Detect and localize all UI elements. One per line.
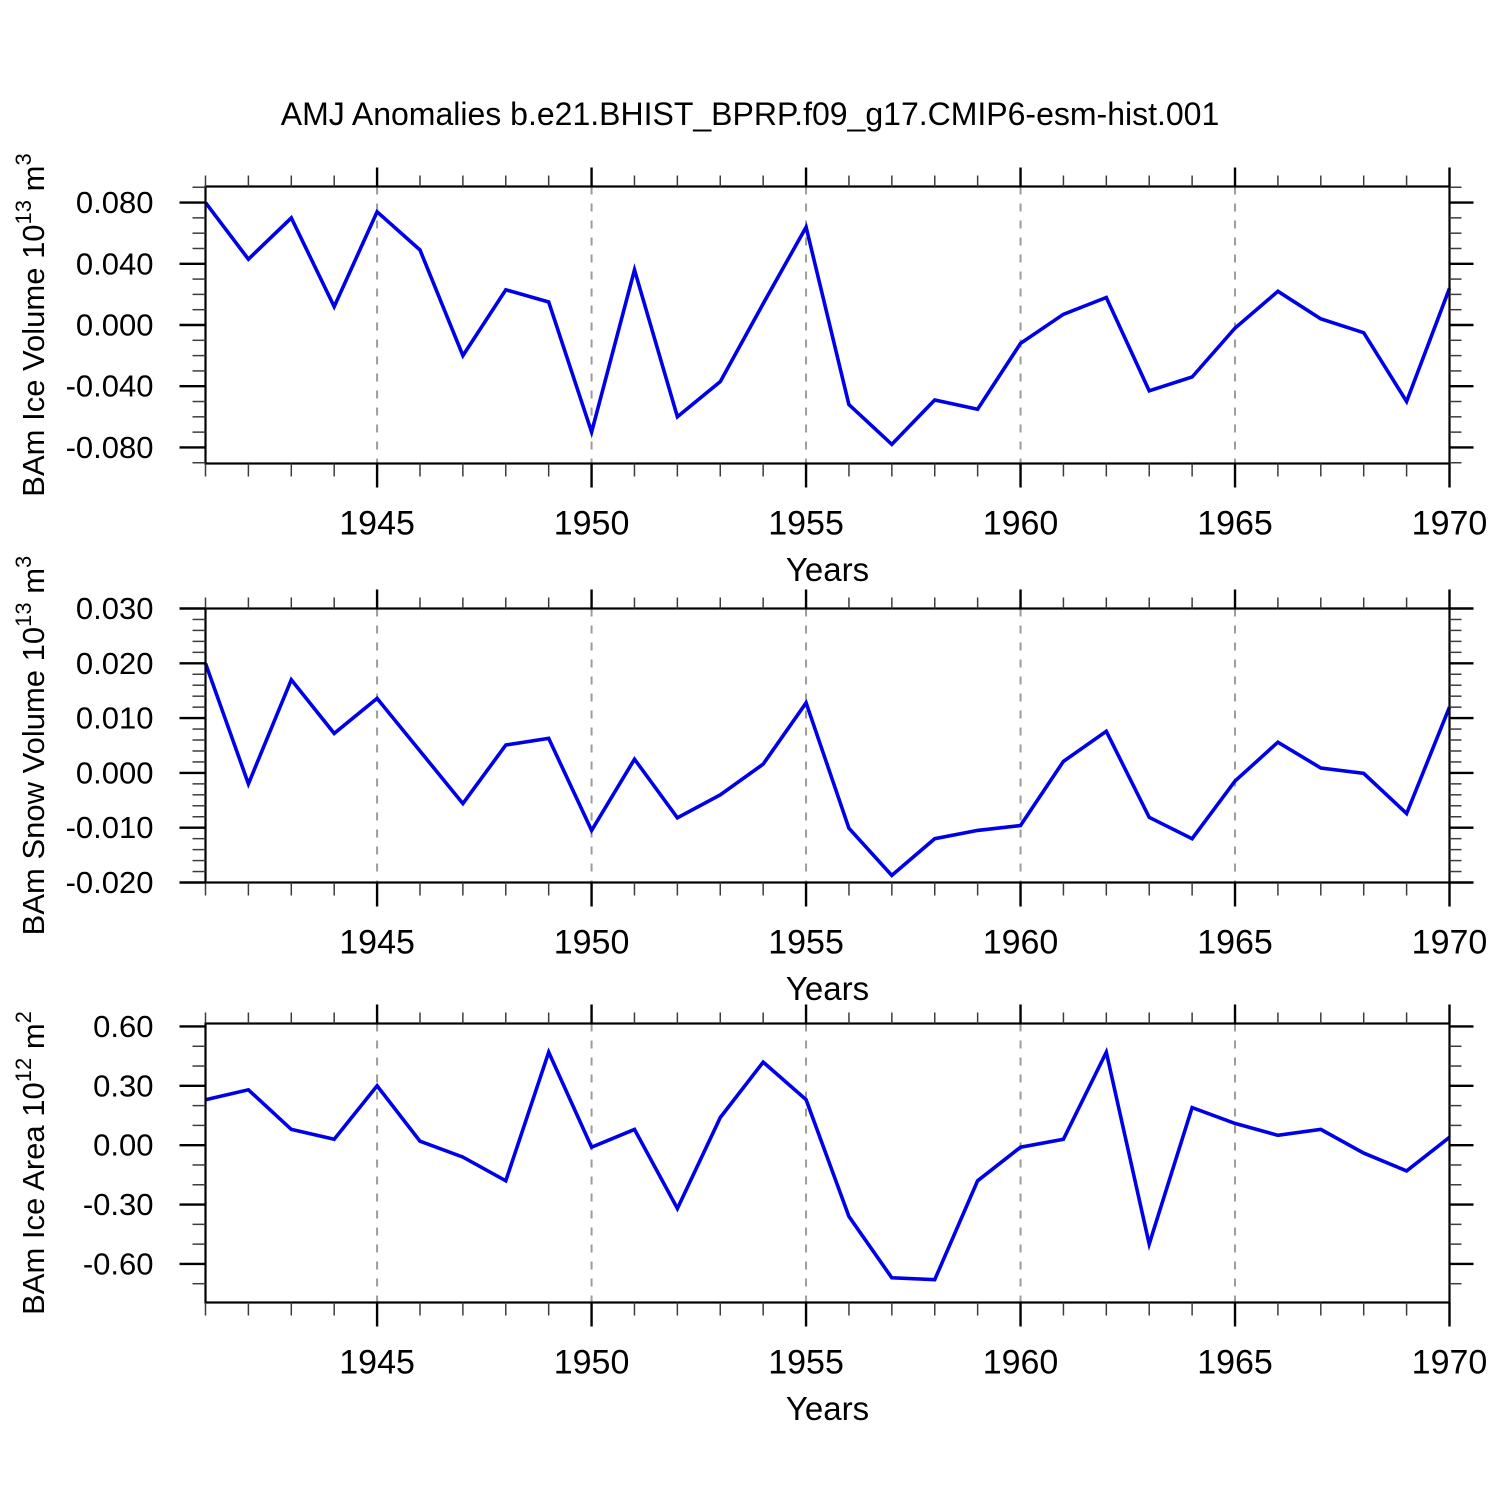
y-tick-label: 0.080 bbox=[76, 185, 154, 220]
panel-3-y-tick-labels: 0.60 0.30 0.00 -0.30 -0.60 bbox=[83, 1009, 154, 1281]
x-tick-label: 1945 bbox=[339, 1344, 415, 1382]
panel-2-x-axis-title: Years bbox=[786, 970, 869, 1007]
panel-1-plot-frame bbox=[204, 185, 1451, 465]
y-axis-title-text: m bbox=[16, 1023, 51, 1057]
y-tick-label: 0.30 bbox=[93, 1068, 153, 1103]
y-axis-title-text: m bbox=[16, 568, 51, 602]
x-tick-label: 1970 bbox=[1412, 1344, 1488, 1382]
y-tick-label: 0.010 bbox=[76, 701, 154, 736]
panel-2-data-line bbox=[203, 662, 1452, 878]
x-tick-label: 1945 bbox=[339, 924, 415, 962]
panel-2: 0.030 0.020 0.010 0.000 -0.010 -0.020 1945 1950… bbox=[11, 556, 1487, 1007]
y-tick-label: 0.040 bbox=[76, 246, 154, 281]
x-tick-label: 1965 bbox=[1197, 1344, 1273, 1382]
x-tick-label: 1960 bbox=[983, 505, 1059, 543]
y-axis-title-text: m bbox=[16, 166, 51, 200]
panel-1-x-axis-title: Years bbox=[786, 551, 869, 588]
panel-2-x-ticks bbox=[204, 589, 1451, 907]
y-tick-label: 0.020 bbox=[76, 646, 154, 681]
y-axis-title-superscript: 13 bbox=[11, 602, 36, 626]
y-tick-label: -0.60 bbox=[83, 1246, 154, 1281]
y-tick-label: 0.030 bbox=[76, 591, 154, 626]
x-tick-label: 1965 bbox=[1197, 505, 1273, 543]
x-tick-label: 1950 bbox=[554, 924, 630, 962]
y-axis-title-text: BAm Snow Volume 10 bbox=[16, 627, 51, 935]
y-tick-label: -0.30 bbox=[83, 1187, 154, 1222]
panel-3-data-line bbox=[205, 1046, 1451, 1282]
panel-1-y-axis-title: BAm Ice Volume 1013 m3 bbox=[11, 153, 51, 496]
y-tick-label: -0.040 bbox=[66, 369, 154, 404]
panel-1-x-ticks bbox=[204, 167, 1451, 488]
x-tick-label: 1945 bbox=[339, 505, 415, 543]
x-tick-label: 1955 bbox=[768, 505, 844, 543]
y-axis-title-text: BAm Ice Area 10 bbox=[16, 1082, 51, 1315]
y-tick-label: 0.000 bbox=[76, 308, 154, 343]
panel-2-x-tick-labels: 1945 1950 1955 1960 1965 1970 bbox=[339, 924, 1487, 962]
y-axis-title-superscript: 3 bbox=[11, 153, 36, 165]
panel-3-x-ticks bbox=[204, 1004, 1451, 1327]
panel-1-data-line bbox=[204, 201, 1452, 447]
panel-2-plot-frame bbox=[204, 607, 1451, 884]
y-axis-title-superscript: 12 bbox=[11, 1058, 36, 1082]
panel-3-x-axis-title: Years bbox=[786, 1390, 869, 1427]
y-tick-label: 0.00 bbox=[93, 1128, 153, 1163]
y-axis-title-superscript: 3 bbox=[11, 556, 36, 568]
y-tick-label: -0.080 bbox=[66, 430, 154, 465]
panel-1-y-ticks bbox=[179, 186, 1474, 464]
x-tick-label: 1970 bbox=[1412, 924, 1488, 962]
panel-3-y-axis-title: BAm Ice Area 1012 m2 bbox=[11, 1011, 51, 1315]
y-axis-title-superscript: 13 bbox=[11, 200, 36, 224]
panel-2-y-axis-title: BAm Snow Volume 1013 m3 bbox=[11, 556, 51, 936]
x-tick-label: 1960 bbox=[983, 1344, 1059, 1382]
panel-2-y-ticks bbox=[179, 607, 1474, 884]
panel-2-gridlines bbox=[376, 608, 1237, 883]
x-tick-label: 1950 bbox=[554, 1344, 630, 1382]
panel-3-x-tick-labels: 1945 1950 1955 1960 1965 1970 bbox=[339, 1344, 1487, 1382]
x-tick-label: 1950 bbox=[554, 505, 630, 543]
y-tick-label: 0.60 bbox=[93, 1009, 153, 1044]
x-tick-label: 1970 bbox=[1412, 505, 1488, 543]
panel-3-y-ticks bbox=[179, 1025, 1474, 1285]
panel-2-y-tick-labels: 0.030 0.020 0.010 0.000 -0.010 -0.020 bbox=[66, 591, 154, 900]
x-tick-label: 1955 bbox=[768, 924, 844, 962]
y-tick-label: -0.020 bbox=[66, 865, 154, 900]
panel-3-plot-frame bbox=[204, 1022, 1451, 1304]
panel-1-y-tick-labels: 0.080 0.040 0.000 -0.040 -0.080 bbox=[66, 185, 154, 465]
panel-1-gridlines bbox=[376, 186, 1237, 464]
y-axis-title-superscript: 2 bbox=[11, 1011, 36, 1023]
x-tick-label: 1965 bbox=[1197, 924, 1273, 962]
y-tick-label: -0.010 bbox=[66, 810, 154, 845]
x-tick-label: 1960 bbox=[983, 924, 1059, 962]
x-tick-label: 1955 bbox=[768, 1344, 844, 1382]
figure-title: AMJ Anomalies b.e21.BHIST_BPRP.f09_g17.C… bbox=[280, 96, 1220, 132]
y-tick-label: 0.000 bbox=[76, 755, 154, 790]
panel-3-gridlines bbox=[376, 1023, 1237, 1303]
y-axis-title-text: BAm Ice Volume 10 bbox=[16, 224, 51, 496]
panel-1-x-tick-labels: 1945 1950 1955 1960 1965 1970 bbox=[339, 505, 1487, 543]
